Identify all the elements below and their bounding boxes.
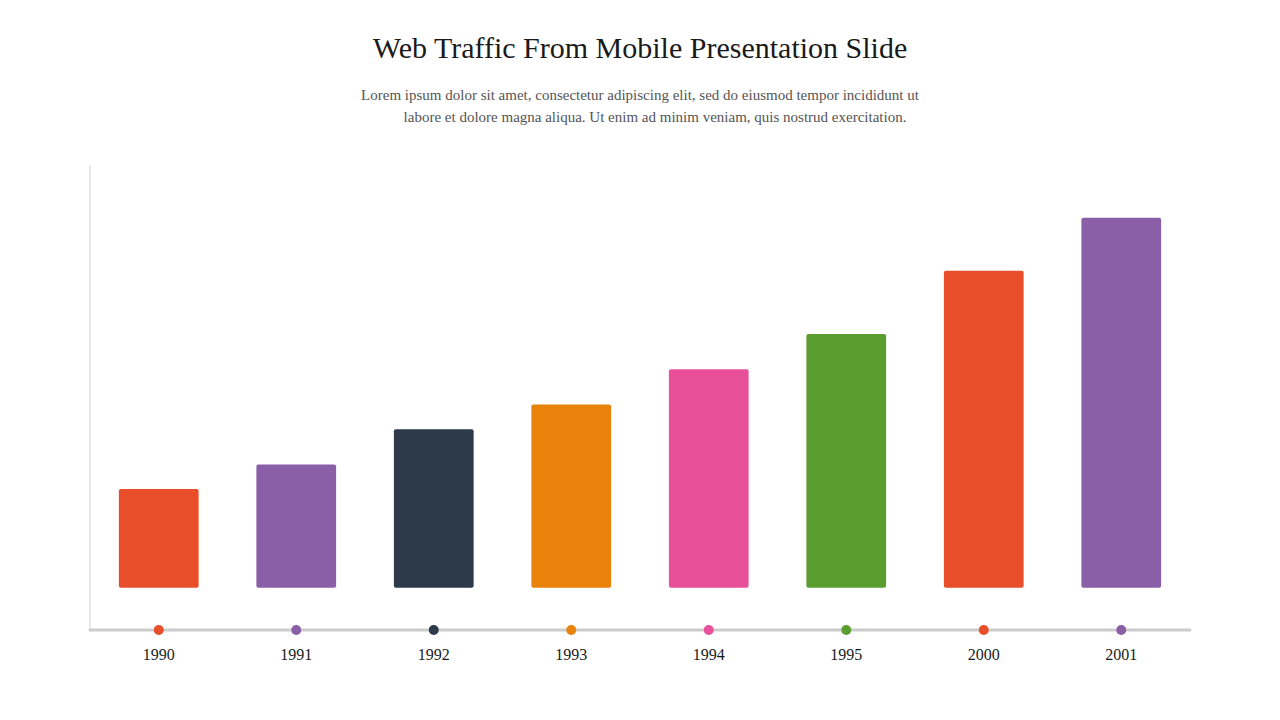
x-tick bbox=[841, 625, 851, 635]
x-tick bbox=[154, 625, 164, 635]
y-axis-line bbox=[90, 165, 91, 630]
x-tick bbox=[704, 625, 714, 635]
x-tick-label: 1990 bbox=[143, 646, 175, 663]
x-axis-line bbox=[90, 629, 1190, 632]
title: Web Traffic From Mobile Presentation Sli… bbox=[373, 31, 908, 64]
bar bbox=[806, 334, 886, 588]
chart-container: Web Traffic From Mobile Presentation Sli… bbox=[0, 0, 1280, 720]
x-tick-label: 1994 bbox=[693, 646, 725, 663]
x-tick-label: 1993 bbox=[555, 646, 587, 663]
x-tick bbox=[291, 625, 301, 635]
bar bbox=[531, 405, 611, 588]
x-tick-label: 1995 bbox=[830, 646, 862, 663]
x-tick bbox=[429, 625, 439, 635]
x-tick-label: 1991 bbox=[280, 646, 312, 663]
subtitle: Lorem ipsum dolor sit amet, consectetur … bbox=[361, 87, 920, 103]
x-tick bbox=[566, 625, 576, 635]
x-tick-label: 2000 bbox=[968, 646, 1000, 663]
bars bbox=[119, 218, 1161, 588]
x-tick-label: 1992 bbox=[418, 646, 450, 663]
chart-svg: Web Traffic From Mobile Presentation Sli… bbox=[0, 0, 1280, 720]
bar bbox=[669, 369, 749, 587]
background bbox=[0, 0, 1280, 720]
bar bbox=[1081, 218, 1161, 588]
x-tick bbox=[1116, 625, 1126, 635]
x-tick-label: 2001 bbox=[1105, 646, 1137, 663]
bar bbox=[944, 271, 1024, 588]
bar bbox=[119, 489, 199, 588]
bar bbox=[256, 464, 336, 587]
bar bbox=[394, 429, 474, 588]
subtitle: labore et dolore magna aliqua. Ut enim a… bbox=[374, 109, 907, 125]
x-tick bbox=[979, 625, 989, 635]
